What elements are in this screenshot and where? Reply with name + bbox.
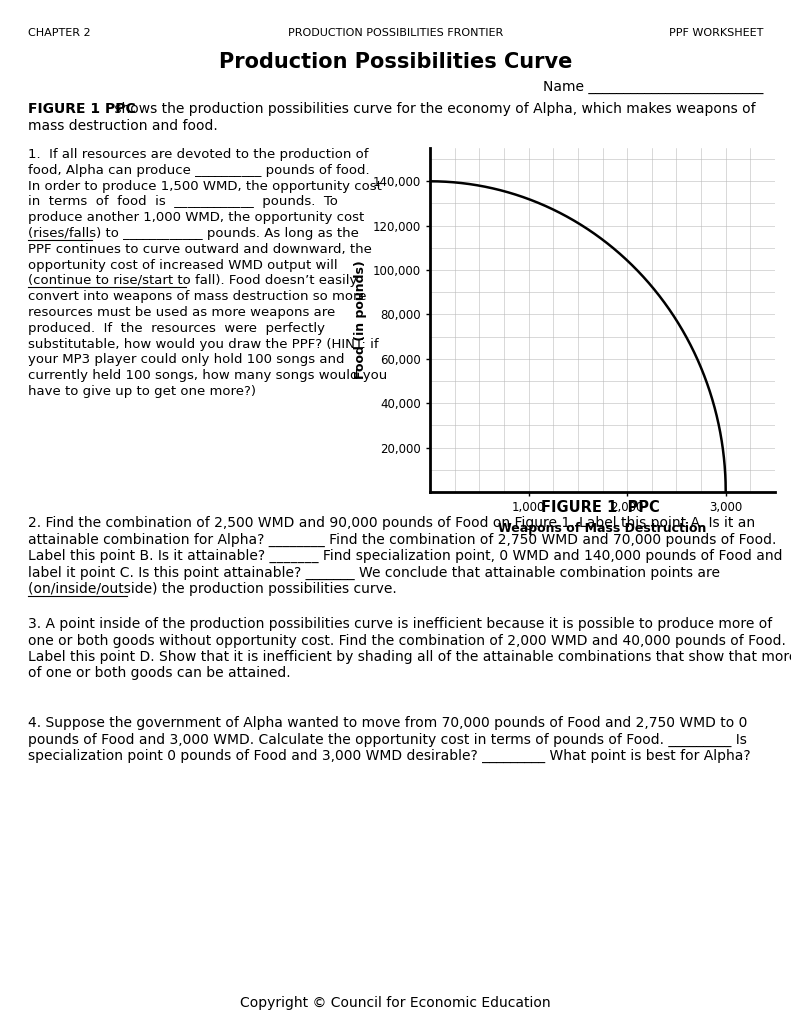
- Text: (on/inside/outside) the production possibilities curve.: (on/inside/outside) the production possi…: [28, 582, 397, 596]
- Text: produced.  If  the  resources  were  perfectly: produced. If the resources were perfectl…: [28, 322, 325, 335]
- Text: CHAPTER 2: CHAPTER 2: [28, 28, 91, 38]
- Text: FIGURE 1 PPC: FIGURE 1 PPC: [28, 102, 136, 116]
- Text: 1.  If all resources are devoted to the production of: 1. If all resources are devoted to the p…: [28, 148, 369, 161]
- Text: 3. A point inside of the production possibilities curve is inefficient because i: 3. A point inside of the production poss…: [28, 617, 772, 631]
- Text: currently held 100 songs, how many songs would you: currently held 100 songs, how many songs…: [28, 370, 388, 382]
- Text: attainable combination for Alpha? ________ Find the combination of 2,750 WMD and: attainable combination for Alpha? ______…: [28, 532, 777, 547]
- Text: have to give up to get one more?): have to give up to get one more?): [28, 385, 256, 398]
- Text: Production Possibilities Curve: Production Possibilities Curve: [219, 52, 572, 72]
- Text: opportunity cost of increased WMD output will: opportunity cost of increased WMD output…: [28, 259, 338, 271]
- Text: FIGURE 1  PPC: FIGURE 1 PPC: [540, 500, 660, 515]
- Text: Name _________________________: Name _________________________: [543, 80, 763, 94]
- Text: In order to produce 1,500 WMD, the opportunity cost: In order to produce 1,500 WMD, the oppor…: [28, 179, 382, 193]
- Text: Label this point D. Show that it is inefficient by shading all of the attainable: Label this point D. Show that it is inef…: [28, 650, 791, 664]
- Text: substitutable, how would you draw the PPF? (HINT: if: substitutable, how would you draw the PP…: [28, 338, 379, 350]
- Text: food, Alpha can produce __________ pounds of food.: food, Alpha can produce __________ pound…: [28, 164, 369, 177]
- Text: label it point C. Is this point attainable? _______ We conclude that attainable : label it point C. Is this point attainab…: [28, 565, 720, 580]
- Text: PPF continues to curve outward and downward, the: PPF continues to curve outward and downw…: [28, 243, 372, 256]
- Text: 2. Find the combination of 2,500 WMD and 90,000 pounds of Food on Figure 1. Labe: 2. Find the combination of 2,500 WMD and…: [28, 516, 755, 530]
- Text: in  terms  of  food  is  ____________  pounds.  To: in terms of food is ____________ pounds.…: [28, 196, 338, 209]
- Text: of one or both goods can be attained.: of one or both goods can be attained.: [28, 667, 290, 681]
- Text: (continue to rise/start to fall). Food doesn’t easily: (continue to rise/start to fall). Food d…: [28, 274, 358, 288]
- Text: PPF WORKSHEET: PPF WORKSHEET: [668, 28, 763, 38]
- Text: (rises/falls) to ____________ pounds. As long as the: (rises/falls) to ____________ pounds. As…: [28, 227, 359, 240]
- X-axis label: Weapons of Mass Destruction: Weapons of Mass Destruction: [498, 522, 706, 536]
- Text: shows the production possibilities curve for the economy of Alpha, which makes w: shows the production possibilities curve…: [110, 102, 755, 116]
- Text: specialization point 0 pounds of Food and 3,000 WMD desirable? _________ What po: specialization point 0 pounds of Food an…: [28, 749, 751, 763]
- Text: 4. Suppose the government of Alpha wanted to move from 70,000 pounds of Food and: 4. Suppose the government of Alpha wante…: [28, 716, 747, 730]
- Y-axis label: Food (in pounds): Food (in pounds): [354, 261, 367, 379]
- Text: PRODUCTION POSSIBILITIES FRONTIER: PRODUCTION POSSIBILITIES FRONTIER: [288, 28, 503, 38]
- Text: Label this point B. Is it attainable? _______ Find specialization point, 0 WMD a: Label this point B. Is it attainable? __…: [28, 549, 782, 563]
- Text: one or both goods without opportunity cost. Find the combination of 2,000 WMD an: one or both goods without opportunity co…: [28, 634, 786, 647]
- Text: convert into weapons of mass destruction so more: convert into weapons of mass destruction…: [28, 290, 366, 303]
- Text: pounds of Food and 3,000 WMD. Calculate the opportunity cost in terms of pounds : pounds of Food and 3,000 WMD. Calculate …: [28, 732, 747, 746]
- Text: Copyright © Council for Economic Education: Copyright © Council for Economic Educati…: [240, 996, 551, 1010]
- Text: resources must be used as more weapons are: resources must be used as more weapons a…: [28, 306, 335, 319]
- Text: produce another 1,000 WMD, the opportunity cost: produce another 1,000 WMD, the opportuni…: [28, 211, 364, 224]
- Text: mass destruction and food.: mass destruction and food.: [28, 119, 218, 133]
- Text: your MP3 player could only hold 100 songs and: your MP3 player could only hold 100 song…: [28, 353, 345, 367]
